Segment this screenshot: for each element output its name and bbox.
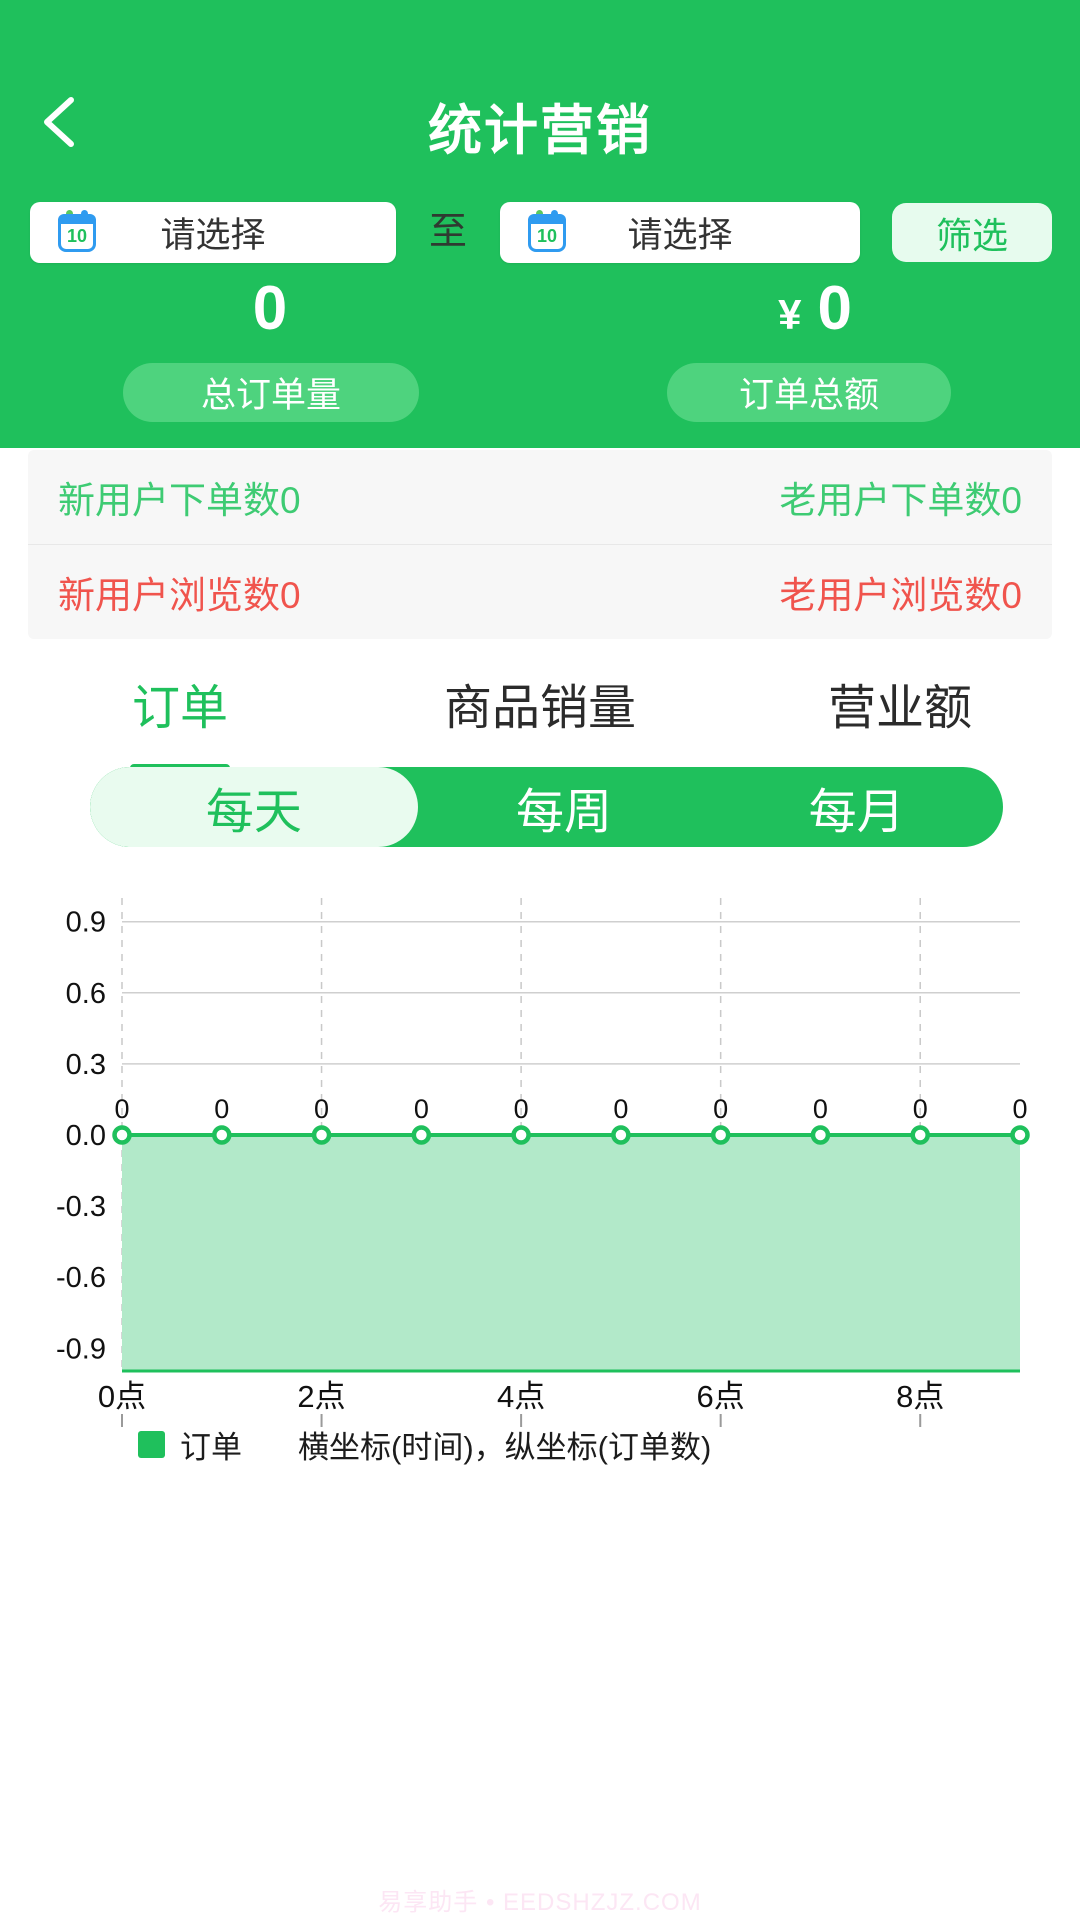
- back-button[interactable]: [38, 94, 82, 150]
- new-user-orders: 新用户下单数0: [58, 480, 301, 521]
- legend-axis-note: 横坐标(时间)，纵坐标(订单数): [298, 1429, 712, 1465]
- total-orders-value: 0: [110, 278, 430, 340]
- tab-orders-label: 订单: [131, 682, 228, 735]
- chevron-left-icon: [38, 97, 82, 154]
- svg-text:0: 0: [314, 1094, 329, 1124]
- order-counts-row: 新用户下单数0 老用户下单数0: [28, 450, 1052, 544]
- svg-text:0: 0: [114, 1094, 129, 1124]
- svg-text:0: 0: [514, 1094, 529, 1124]
- calendar-icon-top: [528, 214, 566, 224]
- svg-text:2点: 2点: [297, 1379, 345, 1414]
- date-to-placeholder: 请选择: [627, 216, 733, 255]
- svg-text:0: 0: [813, 1094, 828, 1124]
- total-amount-number: 0: [817, 274, 852, 343]
- tab-orders[interactable]: 订单: [0, 668, 360, 772]
- old-user-orders: 老用户下单数0: [779, 480, 1022, 521]
- calendar-icon: 10: [58, 210, 96, 252]
- watermark-text: 易享助手 • EEDSHZJZ.COM: [378, 1889, 702, 1916]
- orders-area-chart: 0.9 0.6 0.3 0.0 -0.3 -0.6 -0.9 0 0 0 0 0 0 0 0 0 0 0点 2点 4点…: [56, 898, 1030, 1427]
- segment-daily[interactable]: 每天: [90, 767, 418, 847]
- total-orders-button[interactable]: 总订单量: [123, 363, 419, 422]
- svg-text:-0.3: -0.3: [56, 1191, 106, 1223]
- divider: [28, 544, 1052, 545]
- date-from-placeholder: 请选择: [160, 216, 266, 255]
- svg-text:4点: 4点: [497, 1379, 545, 1414]
- date-to-input[interactable]: 10 请选择: [500, 202, 860, 263]
- svg-text:0.3: 0.3: [66, 1049, 106, 1081]
- total-amount-button[interactable]: 订单总额: [667, 363, 951, 422]
- svg-text:8点: 8点: [896, 1379, 944, 1414]
- user-summary-card: 新用户下单数0 老用户下单数0 新用户浏览数0 老用户浏览数0: [28, 450, 1052, 639]
- page-title: 统计营销: [428, 101, 652, 161]
- svg-text:0.0: 0.0: [66, 1120, 106, 1152]
- svg-text:0: 0: [613, 1094, 628, 1124]
- tab-revenue-label: 营业额: [827, 682, 972, 735]
- svg-text:0: 0: [214, 1094, 229, 1124]
- svg-text:0: 0: [414, 1094, 429, 1124]
- svg-text:0: 0: [713, 1094, 728, 1124]
- svg-text:-0.9: -0.9: [56, 1333, 106, 1365]
- svg-text:0.6: 0.6: [66, 978, 106, 1010]
- tab-revenue[interactable]: 营业额: [720, 668, 1080, 772]
- filter-button[interactable]: 筛选: [892, 203, 1052, 262]
- tab-product-sales-label: 商品销量: [443, 682, 636, 735]
- segment-monthly[interactable]: 每月: [808, 786, 905, 839]
- old-user-views: 老用户浏览数0: [779, 575, 1022, 616]
- calendar-icon-day: 10: [66, 226, 88, 246]
- total-amount-value: ¥0: [655, 278, 975, 346]
- header: 统计营销 10 请选择 至 10 请选择 筛选 0 ¥0 总订单量 订单总额: [0, 0, 1080, 448]
- date-range-to-label: 至: [428, 211, 467, 253]
- metric-tabs: 订单 商品销量 营业额: [0, 668, 1080, 772]
- period-segmented-control: 每天 每周 每月: [90, 767, 1003, 847]
- svg-text:0: 0: [1012, 1094, 1027, 1124]
- calendar-icon: 10: [528, 210, 566, 252]
- segment-weekly[interactable]: 每周: [516, 786, 613, 839]
- calendar-icon-day: 10: [536, 226, 558, 246]
- svg-text:-0.6: -0.6: [56, 1262, 106, 1294]
- new-user-views: 新用户浏览数0: [58, 575, 301, 616]
- currency-symbol: ¥: [778, 291, 802, 338]
- date-from-input[interactable]: 10 请选择: [30, 202, 396, 263]
- total-orders-number: 0: [252, 274, 288, 343]
- view-counts-row: 新用户浏览数0 老用户浏览数0: [28, 545, 1052, 639]
- chart-legend: 订单 横坐标(时间)，纵坐标(订单数): [0, 1424, 1080, 1465]
- svg-text:0.9: 0.9: [66, 907, 106, 939]
- svg-text:0: 0: [913, 1094, 928, 1124]
- tab-product-sales[interactable]: 商品销量: [360, 668, 720, 772]
- legend-swatch: [138, 1430, 165, 1458]
- legend-series-label: 订单: [180, 1429, 242, 1465]
- svg-text:6点: 6点: [697, 1379, 745, 1414]
- calendar-icon-top: [58, 214, 96, 224]
- svg-text:0点: 0点: [98, 1379, 146, 1414]
